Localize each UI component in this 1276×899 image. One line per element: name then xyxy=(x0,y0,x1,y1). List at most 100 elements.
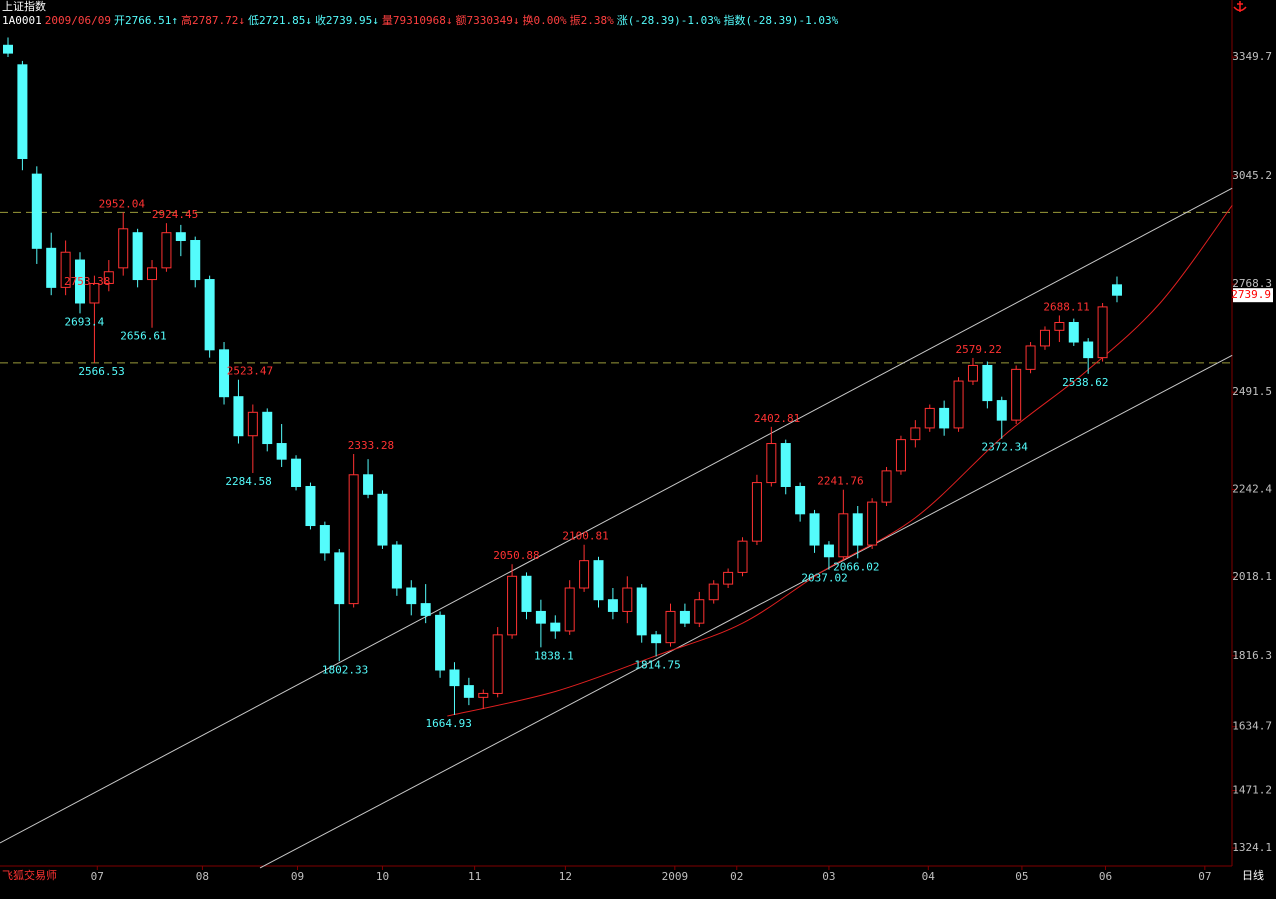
price-annotation: 2037.02 xyxy=(801,572,847,585)
price-annotation: 2688.11 xyxy=(1043,300,1089,313)
price-annotation: 2284.58 xyxy=(225,475,271,488)
x-tick-label: 09 xyxy=(291,870,304,883)
candle-body xyxy=(463,685,474,698)
x-tick-label: 11 xyxy=(468,870,481,883)
candle-body xyxy=(607,599,618,612)
y-tick-label: 2018.1 xyxy=(1232,570,1272,583)
candle-body xyxy=(708,583,719,601)
last-price-box xyxy=(1233,288,1273,303)
x-tick-label: 12 xyxy=(559,870,572,883)
candle-body xyxy=(247,411,258,437)
candle-body xyxy=(766,443,777,484)
y-tick-label: 1471.2 xyxy=(1232,784,1272,797)
candle-body xyxy=(1083,341,1094,359)
info-item: 换0.00% xyxy=(522,14,567,27)
header: 上证指数 1A0001 2009/06/09 开2766.51↑ 高2787.72↓ 低… xyxy=(2,0,841,28)
candle-body xyxy=(319,525,330,554)
x-tick-label: 02 xyxy=(730,870,743,883)
x-tick-label: 06 xyxy=(1099,870,1112,883)
candle-body xyxy=(881,470,892,503)
candle-body xyxy=(867,501,878,546)
candle-body xyxy=(1039,329,1050,347)
candle-body xyxy=(406,587,417,605)
title: 上证指数 xyxy=(2,0,46,13)
candle-body xyxy=(478,692,489,698)
candle-body xyxy=(175,232,186,242)
candle-body xyxy=(147,267,158,281)
candle-body xyxy=(651,634,662,644)
trend-line xyxy=(447,205,1233,717)
info-item: 开2766.51↑ xyxy=(113,14,178,27)
candle-body xyxy=(535,610,546,624)
price-annotation: 2579.22 xyxy=(956,343,1002,356)
candle-body xyxy=(636,587,647,636)
candle-body xyxy=(420,603,431,616)
candle-body xyxy=(363,474,374,495)
candle-body xyxy=(31,173,42,249)
price-annotation: 2693.4 xyxy=(64,315,104,328)
candle-body xyxy=(334,552,345,605)
candle-body xyxy=(521,575,532,612)
y-tick-label: 1324.1 xyxy=(1232,841,1272,854)
candle-body xyxy=(1097,306,1108,359)
candle-body xyxy=(1054,322,1065,331)
candle-body xyxy=(190,240,201,281)
price-annotation: 2050.88 xyxy=(493,549,539,562)
candle-body xyxy=(550,622,561,632)
last-price-label: 2739.9 xyxy=(1231,288,1271,301)
candle-body xyxy=(924,407,935,429)
candle-body xyxy=(1111,284,1122,296)
candle-body xyxy=(276,443,287,460)
price-annotation: 2952.04 xyxy=(99,197,146,210)
price-annotation: 2753.38 xyxy=(64,275,110,288)
price-annotation: 2538.62 xyxy=(1062,376,1108,389)
candle-body xyxy=(1068,322,1079,343)
y-tick-label: 2491.5 xyxy=(1232,385,1272,398)
info-item: 收2739.95↓ xyxy=(314,14,379,27)
anchor-icon xyxy=(1233,1,1247,12)
price-annotation: 2333.28 xyxy=(348,439,394,452)
candle-body xyxy=(391,544,402,589)
info-item: 1A0001 xyxy=(2,14,42,27)
candle-body xyxy=(46,247,57,288)
info-item: 涨(-28.39)-1.03% xyxy=(616,14,721,27)
candle-body xyxy=(219,349,230,398)
candle-body xyxy=(723,571,734,585)
price-annotation: 1814.75 xyxy=(634,658,680,671)
candle-body xyxy=(838,513,849,558)
info-item: 2009/06/09 xyxy=(44,14,111,27)
candle-body xyxy=(622,587,633,612)
y-tick-label: 3349.7 xyxy=(1232,50,1272,63)
candle-body xyxy=(291,458,302,487)
candle-body xyxy=(204,279,215,351)
y-tick-label: 1634.7 xyxy=(1232,720,1272,733)
price-annotation: 2656.61 xyxy=(120,330,166,343)
candle-body xyxy=(895,439,906,472)
candle-body xyxy=(737,540,748,573)
trend-line xyxy=(0,187,1233,844)
y-tick-label: 1816.3 xyxy=(1232,649,1272,662)
candle-body xyxy=(161,232,172,269)
candle-body xyxy=(694,599,705,624)
trend-line xyxy=(259,354,1233,869)
y-tick-label: 2242.4 xyxy=(1232,482,1272,495)
candle-body xyxy=(564,587,575,632)
candle-body xyxy=(132,232,143,281)
candle-body xyxy=(435,614,446,671)
info-item: 额7330349↓ xyxy=(455,14,520,27)
candle-body xyxy=(593,560,604,601)
x-tick-label: 03 xyxy=(822,870,835,883)
candle-body xyxy=(967,364,978,382)
x-tick-label: 07 xyxy=(1198,870,1211,883)
brand: 飞狐交易师 xyxy=(2,868,57,882)
candle-body xyxy=(89,282,100,304)
candle-body xyxy=(3,44,14,54)
price-annotation: 2372.34 xyxy=(981,441,1028,454)
candle-body xyxy=(996,400,1007,421)
price-annotation: 1664.93 xyxy=(426,717,472,730)
candle-body xyxy=(233,396,244,437)
candle-body xyxy=(17,64,28,160)
period-label: 日线 xyxy=(1242,868,1264,882)
